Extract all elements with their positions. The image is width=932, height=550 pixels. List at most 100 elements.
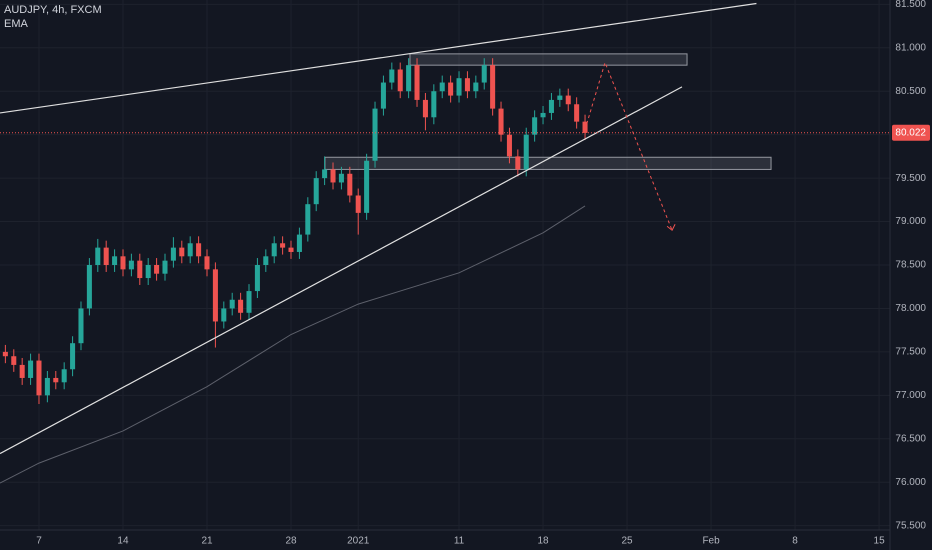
candle-body bbox=[431, 91, 437, 118]
candle-body bbox=[456, 78, 462, 96]
last-price-tag bbox=[892, 124, 930, 141]
candle-body bbox=[347, 173, 353, 196]
x-tick-label: 18 bbox=[537, 536, 549, 547]
candle-body bbox=[330, 169, 336, 183]
x-tick-label: 14 bbox=[117, 536, 129, 547]
candle-body bbox=[481, 65, 487, 83]
y-tick-label: 78.500 bbox=[895, 260, 926, 271]
candle-body bbox=[414, 65, 420, 100]
candle-body bbox=[296, 234, 302, 252]
y-tick-label: 81.500 bbox=[895, 0, 926, 10]
candle-body bbox=[28, 360, 34, 378]
candle-body bbox=[397, 69, 403, 92]
candle-body bbox=[44, 377, 50, 396]
candle-body bbox=[380, 82, 386, 109]
trend-line bbox=[0, 86, 683, 455]
candle-body bbox=[204, 256, 210, 270]
candle-body bbox=[86, 265, 92, 309]
candle-body bbox=[406, 65, 412, 92]
y-tick-label: 81.000 bbox=[895, 42, 926, 53]
y-tick-label: 77.500 bbox=[895, 347, 926, 358]
x-tick-label: Feb bbox=[702, 536, 720, 547]
candle-body bbox=[515, 156, 521, 170]
candle-body bbox=[61, 369, 67, 383]
candle-body bbox=[53, 377, 59, 383]
candle-body bbox=[19, 364, 25, 378]
candle-body bbox=[439, 82, 445, 92]
candle-body bbox=[145, 265, 151, 279]
candle-body bbox=[196, 243, 202, 257]
candle-body bbox=[254, 265, 260, 292]
candle-body bbox=[2, 351, 8, 357]
candle-body bbox=[212, 269, 218, 322]
candle-body bbox=[229, 299, 235, 309]
candle-body bbox=[36, 360, 42, 396]
x-tick-label: 21 bbox=[201, 536, 213, 547]
candle-body bbox=[448, 82, 454, 96]
candle-body bbox=[246, 291, 252, 313]
ema-line bbox=[0, 205, 586, 484]
y-tick-label: 76.000 bbox=[895, 477, 926, 488]
x-tick-label: 28 bbox=[285, 536, 297, 547]
candle-body bbox=[78, 308, 84, 344]
candle-body bbox=[187, 243, 193, 257]
candle-body bbox=[322, 169, 328, 179]
candle-body bbox=[128, 260, 134, 270]
candle-body bbox=[154, 265, 160, 274]
x-tick-label: 25 bbox=[621, 536, 633, 547]
y-tick-label: 78.000 bbox=[895, 303, 926, 314]
candle-body bbox=[355, 195, 361, 213]
zone bbox=[409, 53, 688, 66]
x-tick-label: 11 bbox=[454, 536, 465, 547]
chart-title: AUDJPY, 4h, FXCM bbox=[4, 4, 102, 16]
candle-body bbox=[271, 243, 277, 257]
candle-body bbox=[179, 247, 185, 257]
candle-body bbox=[548, 99, 554, 113]
candle-body bbox=[464, 78, 470, 92]
y-tick-label: 79.500 bbox=[895, 173, 926, 184]
candle-body bbox=[364, 160, 370, 213]
candle-body bbox=[540, 112, 546, 118]
candle-body bbox=[523, 134, 529, 170]
y-tick-label: 76.500 bbox=[895, 433, 926, 444]
candle-body bbox=[389, 69, 395, 83]
candle-body bbox=[120, 256, 126, 270]
x-tick-label: 2021 bbox=[347, 536, 370, 547]
candle-body bbox=[103, 247, 109, 265]
candle-body bbox=[305, 204, 311, 235]
candle-body bbox=[532, 117, 538, 135]
candle-body bbox=[313, 178, 319, 205]
candle-body bbox=[498, 108, 504, 135]
candle-body bbox=[372, 108, 378, 161]
candle-body bbox=[338, 173, 344, 183]
candle-body bbox=[557, 95, 563, 100]
candle-body bbox=[238, 299, 244, 313]
y-tick-label: 80.500 bbox=[895, 86, 926, 97]
x-tick-label: 8 bbox=[792, 536, 798, 547]
projection-arrowhead bbox=[666, 224, 676, 232]
candle-body bbox=[506, 134, 512, 157]
candle-body bbox=[11, 356, 17, 365]
candle-body bbox=[221, 308, 227, 322]
y-tick-label: 75.500 bbox=[895, 520, 926, 531]
trend-line bbox=[0, 2, 757, 114]
candle-body bbox=[263, 256, 269, 265]
x-tick-label: 7 bbox=[36, 536, 42, 547]
y-tick-label: 77.000 bbox=[895, 390, 926, 401]
candle-body bbox=[582, 121, 588, 133]
candle-body bbox=[288, 247, 294, 252]
candle-body bbox=[565, 95, 571, 105]
candle-body bbox=[574, 104, 580, 122]
last-price-label: 80.022 bbox=[895, 127, 926, 138]
candle-body bbox=[162, 260, 168, 274]
candle-body bbox=[137, 260, 143, 279]
candle-body bbox=[490, 65, 496, 109]
candle-body bbox=[170, 247, 176, 261]
candle-body bbox=[280, 243, 286, 248]
indicator-label: EMA bbox=[4, 18, 29, 30]
candle-body bbox=[422, 99, 428, 118]
candle-body bbox=[473, 82, 479, 92]
candle-body bbox=[112, 256, 118, 265]
candle-body bbox=[95, 247, 101, 265]
